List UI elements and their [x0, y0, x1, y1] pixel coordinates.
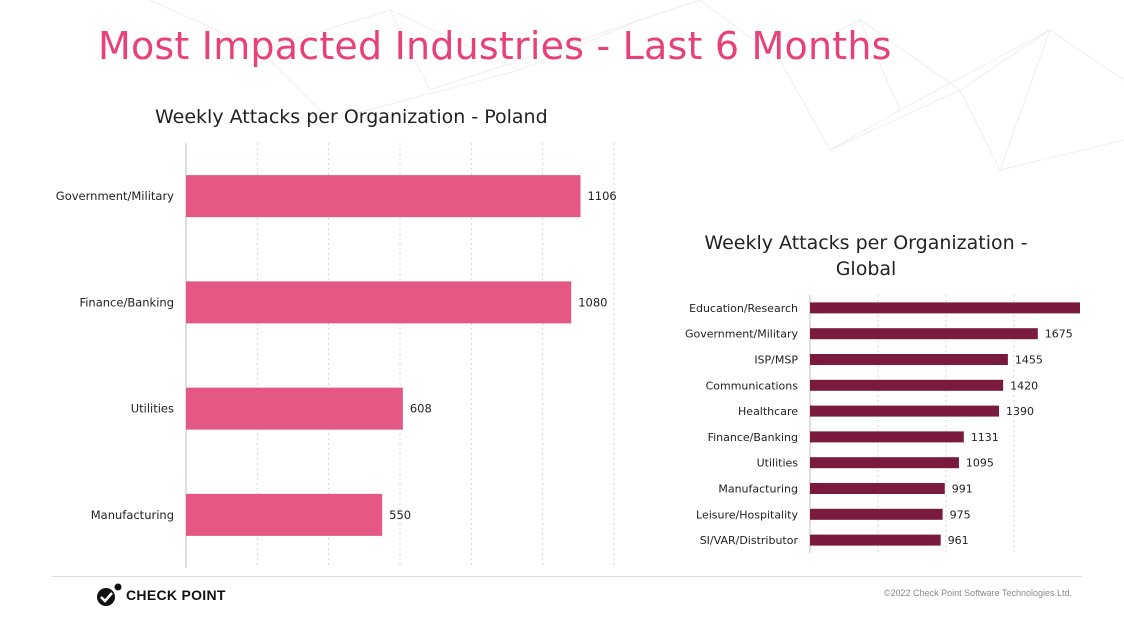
- poland-bar: [186, 493, 383, 536]
- global-bar: [810, 328, 1038, 340]
- global-bar: [810, 302, 1080, 314]
- global-value-label: 1675: [1045, 328, 1073, 341]
- global-category-label: SI/VAR/Distributor: [700, 534, 799, 547]
- global-bar: [810, 431, 964, 443]
- poland-category-label: Finance/Banking: [79, 295, 174, 309]
- global-category-label: Education/Research: [689, 302, 798, 315]
- global-category-label: Utilities: [757, 457, 799, 470]
- global-category-label: Finance/Banking: [708, 431, 798, 444]
- global-value-label: 1095: [966, 457, 994, 470]
- global-bar: [810, 534, 941, 546]
- global-value-label: 1390: [1006, 405, 1034, 418]
- global-category-label: Leisure/Hospitality: [696, 508, 798, 521]
- global-category-label: Healthcare: [738, 405, 798, 418]
- global-value-label: 1455: [1015, 354, 1043, 367]
- poland-bar: [186, 175, 581, 218]
- poland-value-label: 550: [389, 508, 411, 522]
- global-value-label: 961: [948, 534, 969, 547]
- global-bar: [810, 379, 1004, 391]
- global-value-label: 991: [952, 483, 973, 496]
- footer-divider: [52, 576, 1082, 577]
- global-category-label: Government/Military: [685, 328, 799, 341]
- poland-category-label: Manufacturing: [91, 508, 174, 522]
- global-bar: [810, 354, 1008, 365]
- global-bar: [810, 457, 959, 469]
- global-chart-title-line-2: Global: [835, 258, 897, 280]
- slide-title: Most Impacted Industries - Last 6 Months: [98, 24, 892, 68]
- poland-value-label: 608: [410, 402, 432, 416]
- global-chart-title-line-1: Weekly Attacks per Organization -: [704, 232, 1028, 254]
- check-point-logo: CHECK POINT: [96, 580, 226, 610]
- poland-category-label: Utilities: [131, 402, 174, 416]
- poland-value-label: 1106: [587, 189, 616, 203]
- check-point-logo-text: CHECK POINT: [126, 587, 226, 603]
- global-chart-title: Weekly Attacks per Organization - Global: [686, 230, 1046, 282]
- background-network-pattern: [149, 0, 1124, 171]
- global-category-label: ISP/MSP: [754, 354, 798, 367]
- global-category-label: Manufacturing: [718, 483, 798, 496]
- poland-category-label: Government/Military: [56, 189, 174, 203]
- global-value-label: 975: [950, 508, 971, 521]
- poland-chart-title: Weekly Attacks per Organization - Poland: [155, 106, 548, 128]
- global-bar: [810, 405, 1000, 417]
- poland-bar-chart: Government/Military 1106 Finance/Banking 10…: [56, 143, 617, 568]
- global-bar-chart: Education/Research2291Government/Militar…: [685, 295, 1080, 553]
- poland-value-label: 1080: [578, 295, 607, 309]
- check-point-logo-icon: [96, 583, 122, 607]
- copyright-text: ©2022 Check Point Software Technologies …: [883, 588, 1072, 598]
- global-value-label: 1420: [1010, 379, 1038, 392]
- poland-bar: [186, 281, 572, 324]
- global-bar: [810, 508, 943, 520]
- global-value-label: 1131: [971, 431, 999, 444]
- global-category-label: Communications: [706, 379, 799, 392]
- poland-bar: [186, 387, 403, 430]
- global-bar: [810, 483, 945, 494]
